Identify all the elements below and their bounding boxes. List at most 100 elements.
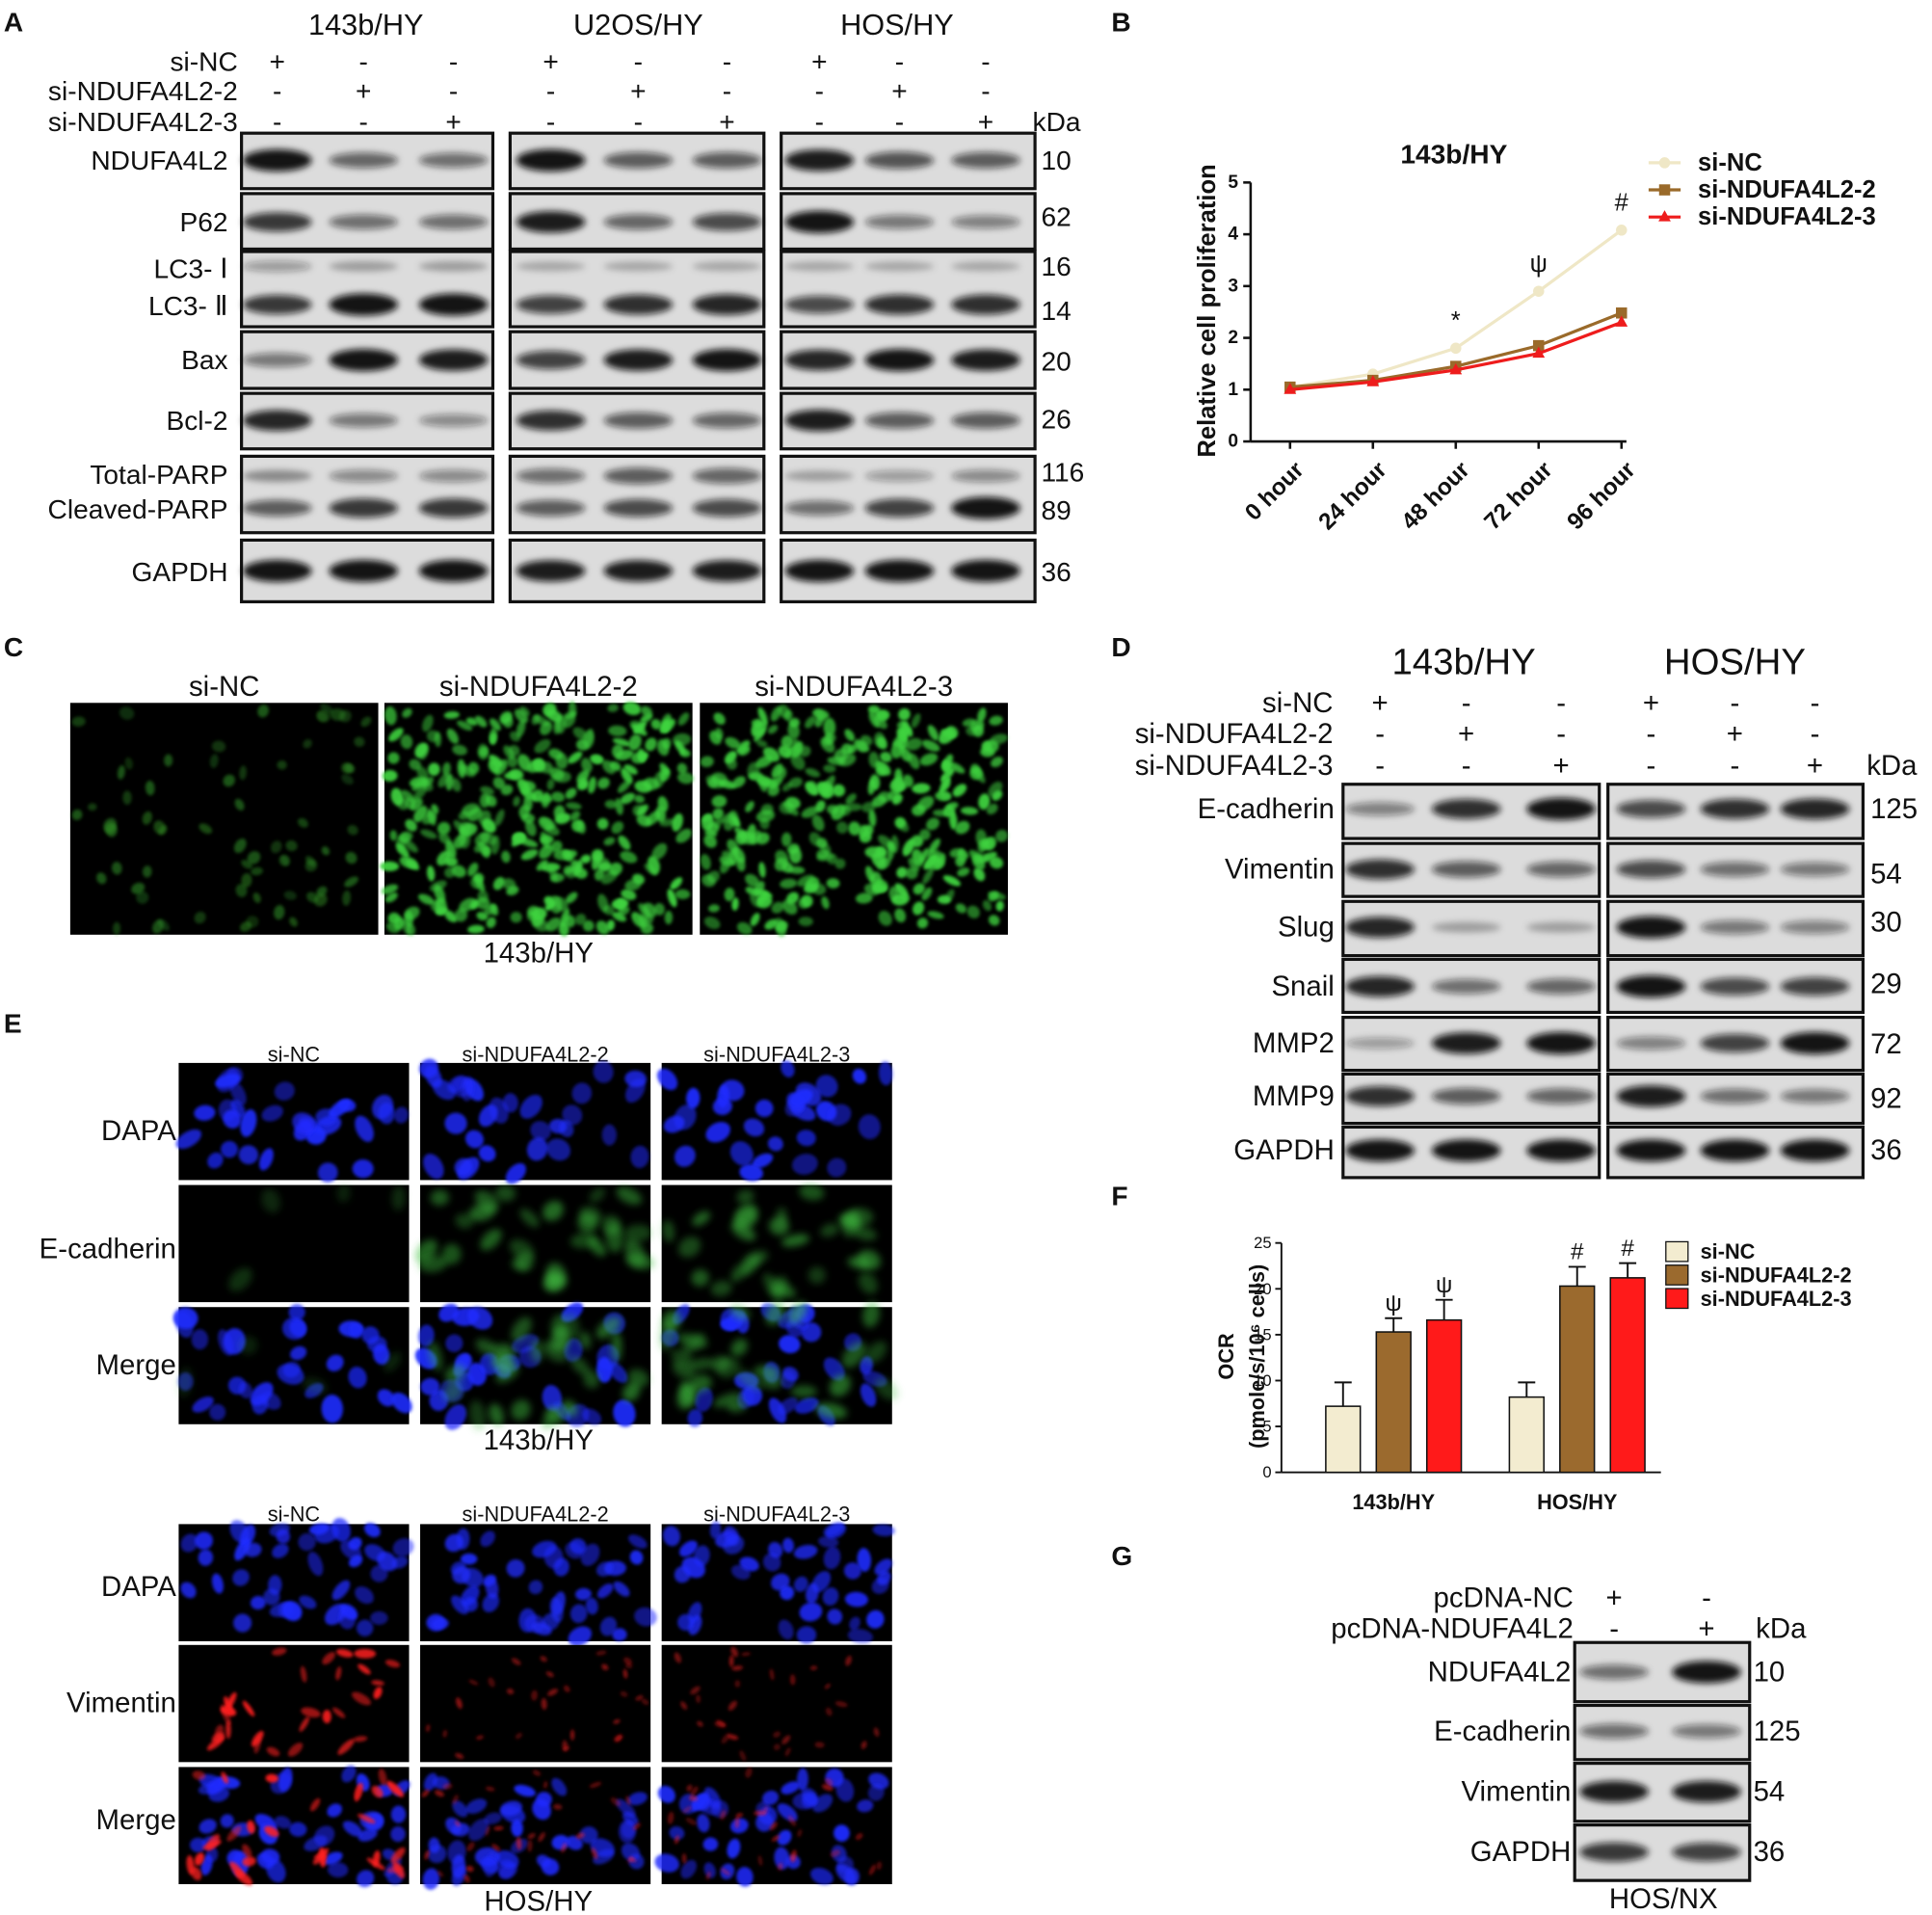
cell [575,1832,585,1840]
cell [654,1853,679,1873]
protein-band [1345,1086,1415,1106]
cell [233,1613,252,1633]
protein-band [516,211,586,233]
cell [455,1213,473,1229]
cell [777,1862,783,1871]
cell [991,757,1003,768]
cell [672,812,683,832]
cell [172,1307,198,1330]
cell [348,1367,367,1389]
cell [662,1220,675,1242]
cell [511,1317,532,1343]
cell [913,883,925,895]
band-label: GAPDH [1470,1836,1572,1868]
condition-sign: - [1375,750,1385,782]
band-label: E-cadherin [1434,1716,1571,1747]
cell [595,1561,614,1577]
protein-band [329,349,399,372]
cell [589,1781,602,1789]
cell [728,1655,734,1667]
cell [438,1303,460,1322]
y-axis-label: OCR [1214,1333,1238,1380]
cell [233,838,247,854]
cell [710,1280,732,1297]
cell [467,1306,493,1330]
cell [423,777,435,787]
cell [211,1573,224,1594]
cell [771,1835,781,1842]
cell [982,899,992,912]
cell [460,1553,478,1565]
cell [659,768,671,783]
cell [399,856,418,869]
protein-band [418,413,489,427]
cell [685,1818,697,1825]
cell [420,1377,440,1396]
cell [361,1326,380,1344]
protein-band [1700,798,1770,819]
cell [469,1399,487,1431]
cell [464,1130,485,1149]
cell [356,1619,374,1636]
protein-band [864,498,935,518]
cell [250,1382,274,1406]
cell [579,777,588,788]
cell [781,1060,795,1077]
cell [455,1752,464,1760]
cell [667,889,677,908]
cell [566,1835,583,1850]
protein-band [329,559,399,582]
cell [486,917,496,928]
cell [131,882,146,894]
cell [274,1081,295,1101]
protein-band [603,412,674,429]
cell [575,738,590,751]
cell [675,889,691,899]
condition-sign: - [359,107,368,137]
cell [215,1074,241,1088]
cell [451,1854,466,1878]
legend-swatch [1665,1240,1689,1263]
condition-label: si-NDUFA4L2-3 [48,107,238,137]
cell [238,1381,252,1399]
point [1533,339,1545,352]
protein-band [951,349,1020,371]
protein-band [1345,975,1415,997]
cell [937,894,951,904]
cell [730,1221,756,1241]
cell [781,1735,791,1744]
cell [549,873,565,883]
cell [443,711,460,719]
cell [378,1769,387,1786]
cell [712,808,724,820]
cell [767,725,779,734]
cell [820,842,832,855]
cell [579,1331,592,1349]
cell [540,1656,547,1662]
cell [927,725,939,741]
cell [152,919,165,934]
cell [827,1609,843,1625]
cell [691,1269,709,1287]
legend-marker [1658,157,1671,169]
cell [551,791,566,803]
cell [865,1341,887,1364]
protein-band [1431,861,1501,878]
cell [616,1798,636,1818]
cell [894,816,907,829]
cell [629,720,646,731]
protein-band [951,412,1020,429]
cell [708,904,720,913]
cell [784,1747,791,1757]
cell [988,781,1003,797]
cell [417,893,435,905]
cell [388,728,404,742]
band-label: MMP9 [1253,1080,1335,1112]
protein-band [418,498,489,519]
cell [403,838,418,853]
cell [409,758,422,771]
condition-sign: - [1647,718,1656,750]
cell [565,787,577,799]
cell [713,712,726,725]
y-tick-label: 2 [1228,328,1238,348]
